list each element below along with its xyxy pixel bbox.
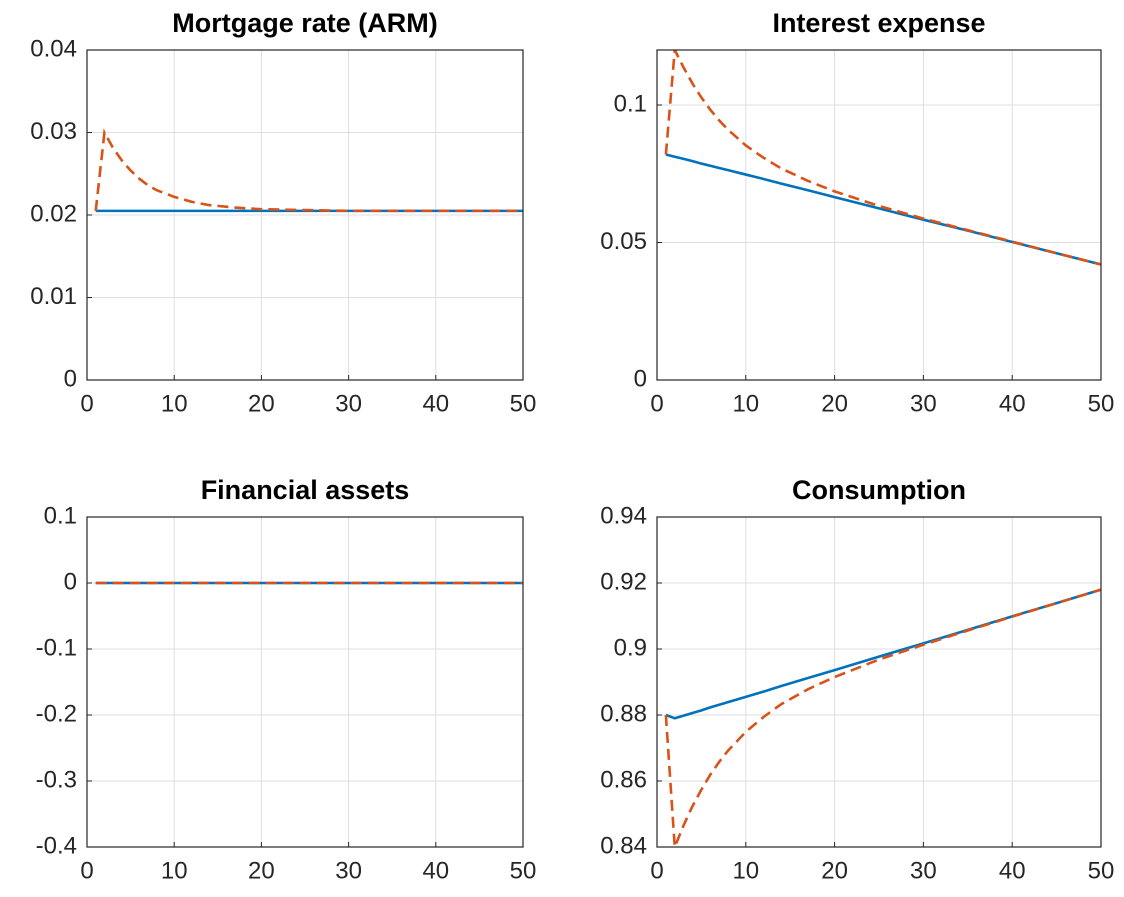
x-tick-label: 40 — [422, 390, 449, 417]
x-tick-label: 10 — [732, 857, 759, 884]
y-tick-label: 0 — [64, 568, 77, 595]
y-tick-label: 0.04 — [30, 35, 77, 62]
y-tick-label: 0 — [634, 365, 647, 392]
x-tick-label: 30 — [910, 390, 937, 417]
x-tick-label: 0 — [80, 390, 93, 417]
y-tick-label: -0.2 — [36, 700, 77, 727]
x-tick-label: 10 — [161, 857, 188, 884]
x-tick-label: 50 — [1088, 857, 1115, 884]
y-tick-label: 0.94 — [600, 502, 647, 529]
x-tick-label: 0 — [80, 857, 93, 884]
axes-frame — [86, 49, 524, 381]
y-tick-label: -0.4 — [36, 832, 77, 859]
y-tick-label: 0.84 — [600, 832, 647, 859]
subplot-title: Interest expense — [772, 8, 985, 38]
y-tick-label: 0.01 — [30, 283, 77, 310]
x-tick-label: 0 — [650, 857, 663, 884]
subplot: 0 10 20 30 40 50 0 0.01 0.02 0.03 0.04 Mortgage rat… — [30, 8, 536, 417]
y-tick-label: 0.05 — [600, 228, 647, 255]
line-series — [94, 128, 523, 213]
y-tick-label: -0.1 — [36, 634, 77, 661]
subplot: 0 10 20 30 40 50 0 0.05 0.1 Interest expense — [600, 8, 1114, 417]
x-tick-label: 0 — [650, 390, 663, 417]
axes-frame — [86, 516, 524, 848]
x-tick-label: 10 — [732, 390, 759, 417]
axes-frame — [656, 49, 1102, 381]
x-tick-label: 20 — [821, 390, 848, 417]
x-tick-label: 50 — [510, 390, 537, 417]
y-tick-label: 0.02 — [30, 200, 77, 227]
y-tick-label: 0.92 — [600, 568, 647, 595]
x-tick-label: 50 — [1088, 390, 1115, 417]
axes-frame — [656, 516, 1102, 848]
y-tick-label: 0.86 — [600, 766, 647, 793]
subplot-title: Financial assets — [201, 475, 410, 505]
subplot-title: Consumption — [792, 475, 966, 505]
line-series — [664, 588, 1101, 847]
x-tick-label: 40 — [422, 857, 449, 884]
y-tick-label: 0.9 — [614, 634, 647, 661]
line-series — [664, 50, 1101, 266]
x-tick-label: 40 — [999, 390, 1026, 417]
x-tick-label: 20 — [821, 857, 848, 884]
plot-area — [87, 517, 523, 847]
x-tick-label: 50 — [510, 857, 537, 884]
x-tick-label: 10 — [161, 390, 188, 417]
subplot: 0 10 20 30 40 50 -0.4 -0.3 -0.2 -0.1 0 0.1 Financial… — [36, 475, 537, 884]
y-tick-label: 0.1 — [44, 502, 77, 529]
y-tick-label: -0.3 — [36, 766, 77, 793]
y-tick-label: 0 — [64, 365, 77, 392]
subplot-title: Mortgage rate (ARM) — [172, 8, 438, 38]
y-tick-label: 0.1 — [614, 90, 647, 117]
x-tick-label: 30 — [335, 857, 362, 884]
subplot: 0 10 20 30 40 50 0.84 0.86 0.88 0.9 0.92 0.94 Consum… — [600, 475, 1114, 884]
x-tick-label: 20 — [248, 857, 275, 884]
y-tick-label: 0.88 — [600, 700, 647, 727]
x-tick-label: 20 — [248, 390, 275, 417]
x-tick-label: 30 — [335, 390, 362, 417]
plot-area — [657, 517, 1101, 847]
x-tick-label: 40 — [999, 857, 1026, 884]
x-tick-label: 30 — [910, 857, 937, 884]
y-tick-label: 0.03 — [30, 118, 77, 145]
plot-area — [657, 50, 1101, 380]
